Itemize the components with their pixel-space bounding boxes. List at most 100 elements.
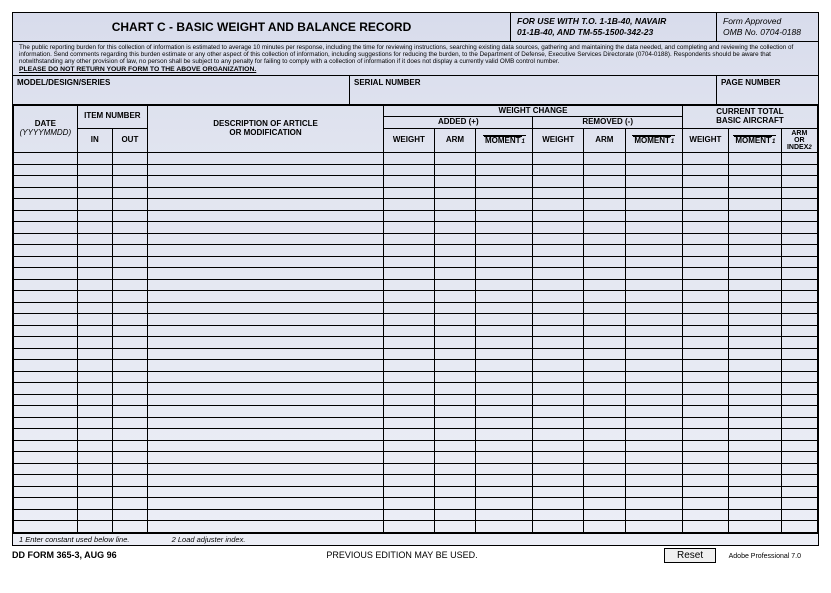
table-cell[interactable] [682, 233, 728, 245]
table-cell[interactable] [384, 279, 435, 291]
table-cell[interactable] [476, 475, 533, 487]
table-cell[interactable] [728, 302, 781, 314]
table-cell[interactable] [625, 325, 682, 337]
table-cell[interactable] [112, 498, 147, 510]
table-cell[interactable] [476, 486, 533, 498]
table-cell[interactable] [682, 498, 728, 510]
table-cell[interactable] [728, 210, 781, 222]
table-cell[interactable] [14, 429, 78, 441]
table-cell[interactable] [147, 164, 383, 176]
table-cell[interactable] [625, 371, 682, 383]
table-cell[interactable] [583, 291, 625, 303]
table-cell[interactable] [14, 245, 78, 257]
table-cell[interactable] [476, 394, 533, 406]
table-cell[interactable] [147, 245, 383, 257]
table-cell[interactable] [77, 256, 112, 268]
table-cell[interactable] [434, 325, 476, 337]
table-cell[interactable] [77, 463, 112, 475]
table-cell[interactable] [434, 383, 476, 395]
table-cell[interactable] [384, 302, 435, 314]
table-cell[interactable] [112, 406, 147, 418]
table-cell[interactable] [14, 153, 78, 165]
table-cell[interactable] [625, 463, 682, 475]
table-cell[interactable] [77, 383, 112, 395]
table-cell[interactable] [533, 521, 584, 533]
table-cell[interactable] [533, 348, 584, 360]
table-cell[interactable] [147, 176, 383, 188]
table-cell[interactable] [625, 475, 682, 487]
table-cell[interactable] [147, 475, 383, 487]
table-cell[interactable] [583, 348, 625, 360]
table-cell[interactable] [384, 486, 435, 498]
table-cell[interactable] [533, 440, 584, 452]
table-cell[interactable] [434, 486, 476, 498]
table-cell[interactable] [625, 383, 682, 395]
table-cell[interactable] [682, 348, 728, 360]
table-cell[interactable] [476, 325, 533, 337]
table-cell[interactable] [728, 337, 781, 349]
table-cell[interactable] [14, 348, 78, 360]
table-cell[interactable] [112, 291, 147, 303]
table-cell[interactable] [384, 452, 435, 464]
table-cell[interactable] [682, 279, 728, 291]
table-cell[interactable] [147, 429, 383, 441]
table-cell[interactable] [476, 291, 533, 303]
table-cell[interactable] [533, 199, 584, 211]
table-cell[interactable] [476, 337, 533, 349]
table-cell[interactable] [781, 233, 817, 245]
table-cell[interactable] [434, 279, 476, 291]
table-cell[interactable] [625, 452, 682, 464]
table-cell[interactable] [476, 463, 533, 475]
table-cell[interactable] [625, 164, 682, 176]
table-cell[interactable] [682, 268, 728, 280]
table-cell[interactable] [728, 360, 781, 372]
table-cell[interactable] [533, 383, 584, 395]
table-cell[interactable] [781, 187, 817, 199]
table-cell[interactable] [14, 176, 78, 188]
table-cell[interactable] [476, 440, 533, 452]
table-cell[interactable] [781, 291, 817, 303]
table-cell[interactable] [77, 486, 112, 498]
table-cell[interactable] [77, 233, 112, 245]
table-cell[interactable] [583, 486, 625, 498]
table-cell[interactable] [14, 337, 78, 349]
table-cell[interactable] [625, 417, 682, 429]
table-cell[interactable] [781, 417, 817, 429]
table-cell[interactable] [682, 452, 728, 464]
table-cell[interactable] [781, 302, 817, 314]
table-cell[interactable] [583, 256, 625, 268]
table-cell[interactable] [781, 164, 817, 176]
table-cell[interactable] [112, 475, 147, 487]
table-cell[interactable] [476, 406, 533, 418]
table-cell[interactable] [728, 429, 781, 441]
table-cell[interactable] [434, 348, 476, 360]
table-cell[interactable] [77, 153, 112, 165]
table-cell[interactable] [781, 440, 817, 452]
table-cell[interactable] [384, 417, 435, 429]
table-cell[interactable] [781, 509, 817, 521]
table-cell[interactable] [728, 509, 781, 521]
table-cell[interactable] [682, 417, 728, 429]
table-cell[interactable] [476, 199, 533, 211]
table-cell[interactable] [583, 314, 625, 326]
table-cell[interactable] [434, 199, 476, 211]
table-cell[interactable] [583, 440, 625, 452]
table-cell[interactable] [384, 383, 435, 395]
table-cell[interactable] [533, 360, 584, 372]
table-cell[interactable] [14, 325, 78, 337]
table-cell[interactable] [147, 199, 383, 211]
table-cell[interactable] [682, 394, 728, 406]
table-cell[interactable] [476, 222, 533, 234]
table-cell[interactable] [625, 268, 682, 280]
table-cell[interactable] [14, 498, 78, 510]
table-cell[interactable] [682, 383, 728, 395]
table-cell[interactable] [682, 509, 728, 521]
table-cell[interactable] [112, 348, 147, 360]
table-cell[interactable] [728, 452, 781, 464]
table-cell[interactable] [625, 245, 682, 257]
table-cell[interactable] [434, 153, 476, 165]
table-cell[interactable] [781, 279, 817, 291]
table-cell[interactable] [533, 291, 584, 303]
table-cell[interactable] [384, 498, 435, 510]
table-cell[interactable] [476, 348, 533, 360]
